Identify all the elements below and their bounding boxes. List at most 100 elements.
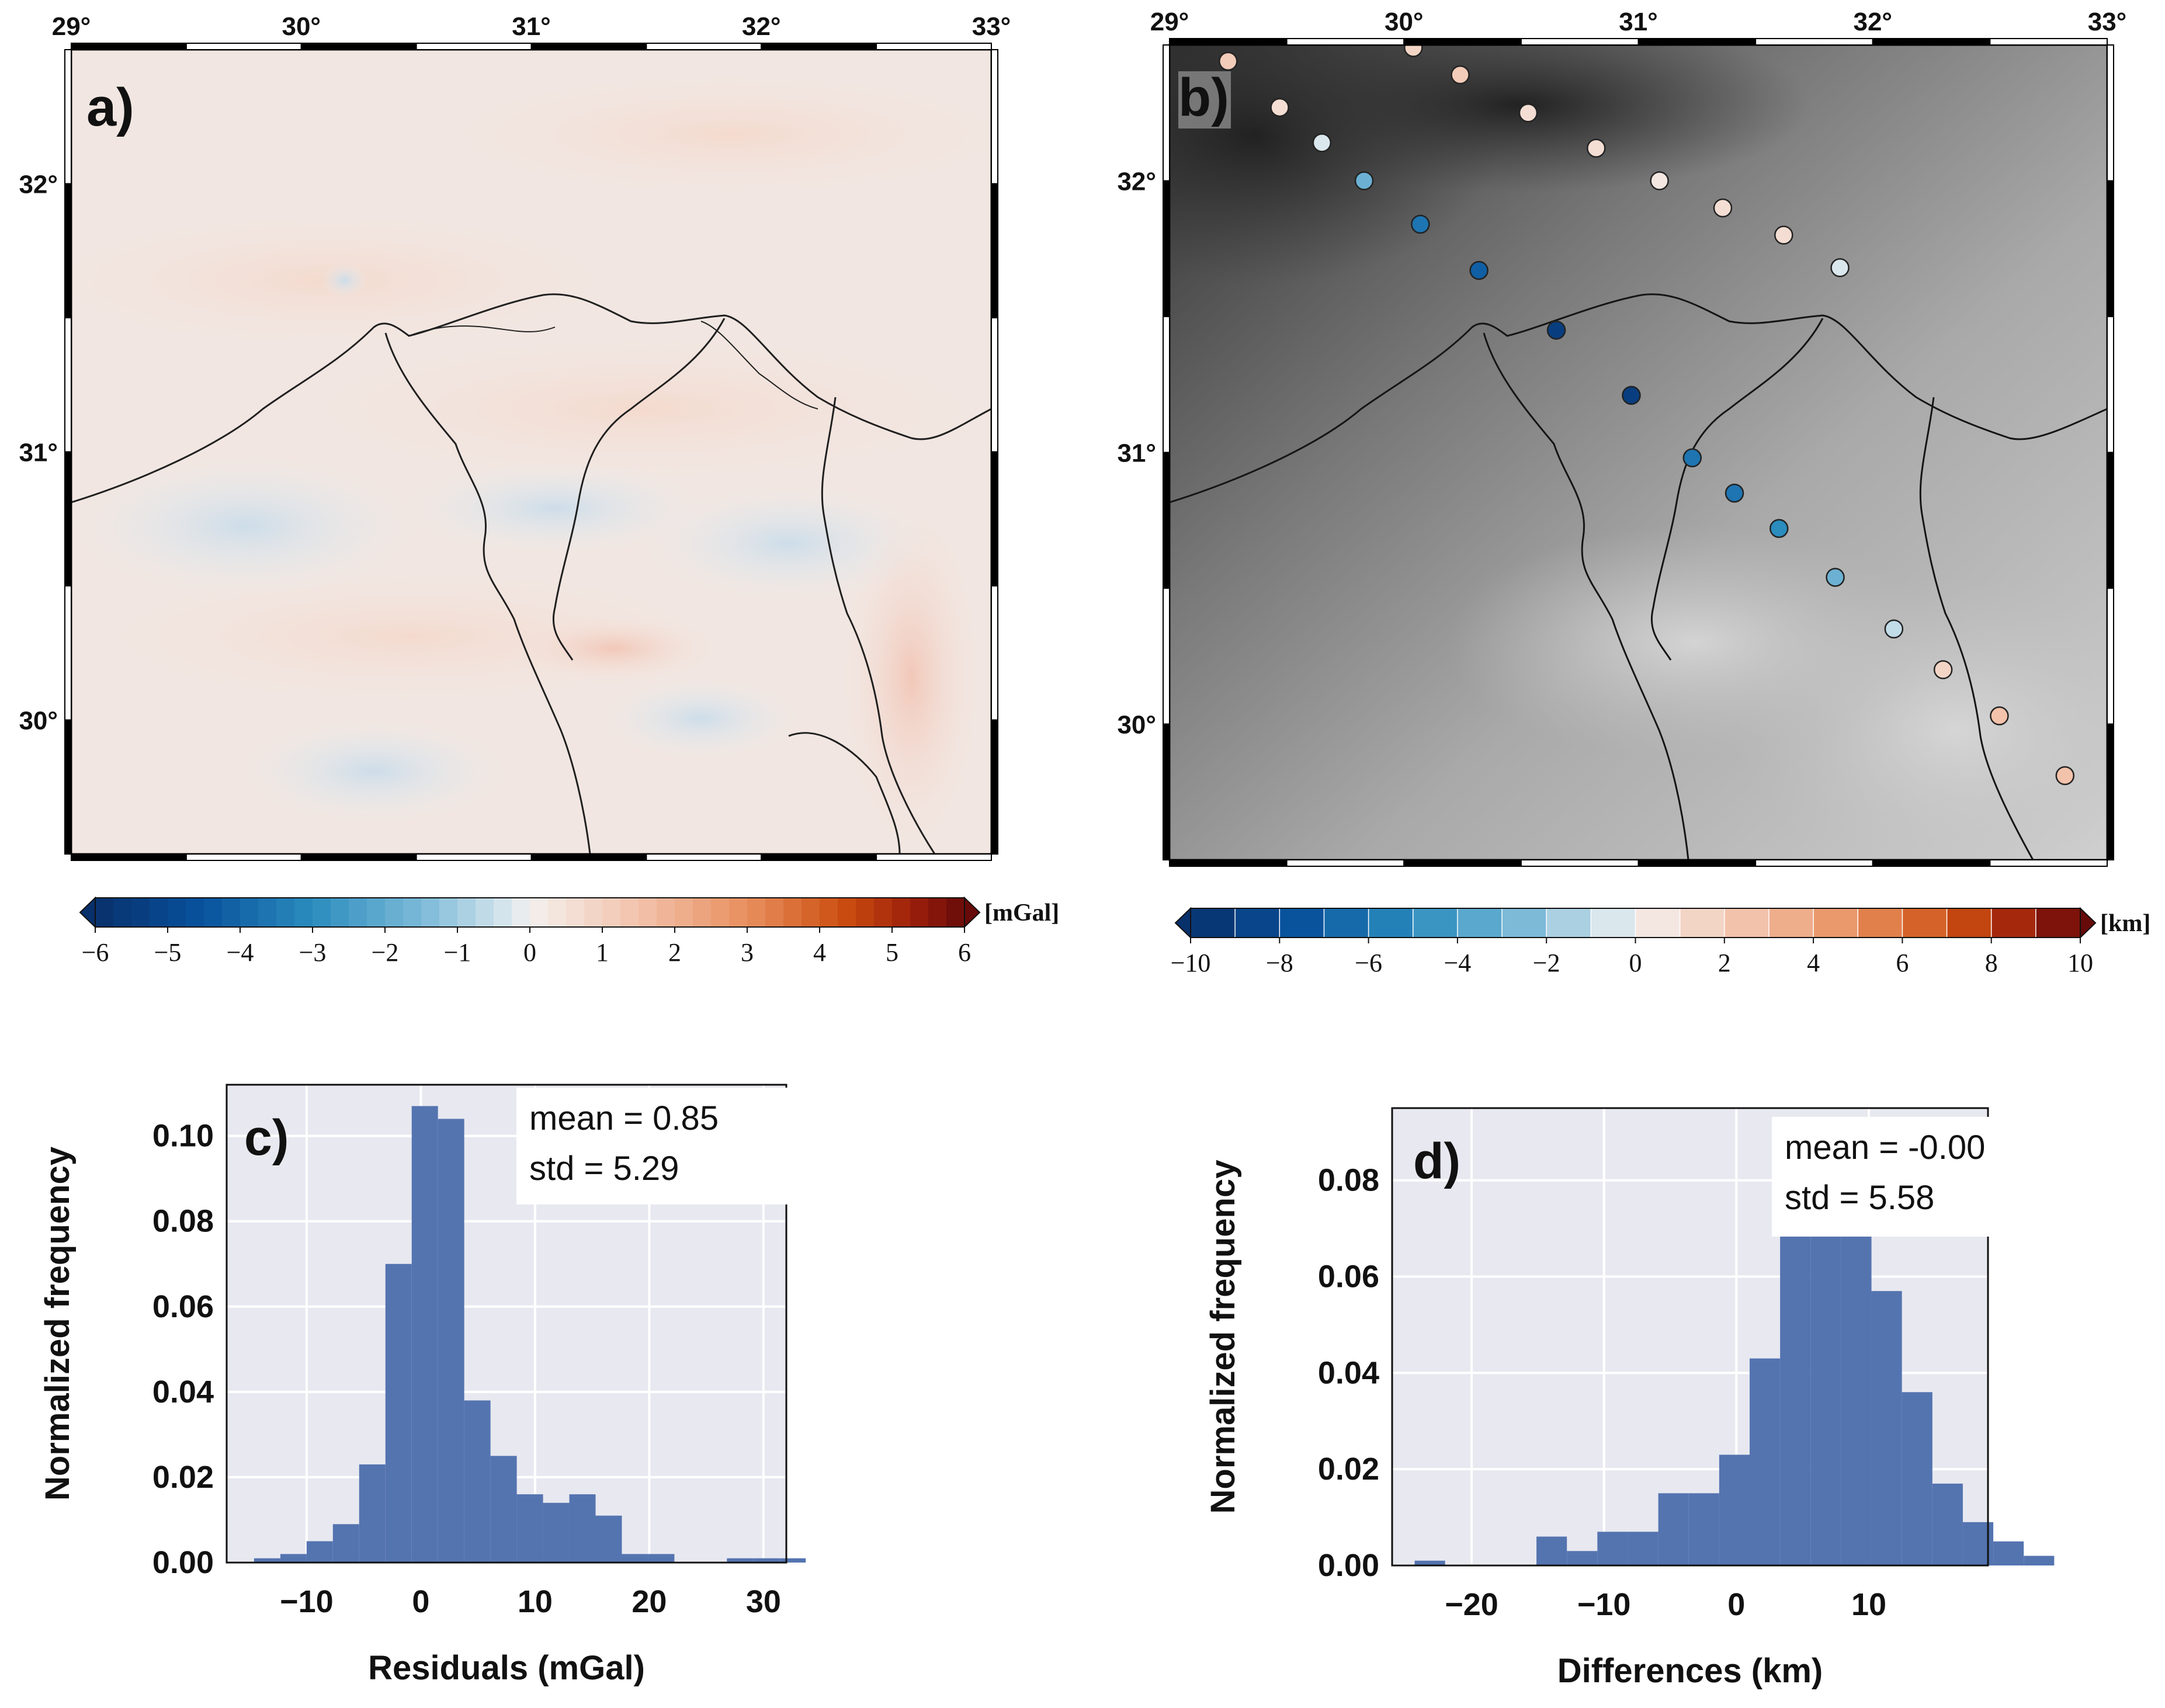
colorbar-min-arrow — [1174, 907, 1191, 939]
colorbar-cell — [150, 898, 168, 927]
station-marker — [1650, 171, 1669, 190]
colorbar-tick-label: −3 — [299, 938, 327, 967]
histogram-bar — [1658, 1493, 1689, 1565]
colorbar-tick-label: 4 — [1807, 949, 1820, 977]
station-marker — [1682, 448, 1702, 468]
station-marker — [1884, 619, 1904, 638]
colorbar-tick-label: 2 — [668, 938, 681, 967]
station-marker — [1451, 65, 1470, 85]
colorbar-cell — [1501, 908, 1548, 938]
lon-tick-label: 31° — [1619, 8, 1658, 36]
panel-a-coastline — [71, 293, 991, 854]
y-tick-label: 0.06 — [152, 1289, 214, 1324]
histogram-bar — [411, 1106, 438, 1563]
frame-right-segment — [991, 719, 998, 855]
colorbar-cell — [95, 898, 114, 927]
x-axis-label: Differences (km) — [1557, 1652, 1823, 1690]
colorbar-tick-label: −4 — [1444, 949, 1471, 977]
frame-top-segment — [1520, 38, 1639, 46]
x-tick-label: −10 — [280, 1584, 334, 1619]
colorbar-tick-label: 2 — [1718, 949, 1731, 977]
stats-std: std = 5.58 — [1785, 1179, 1934, 1217]
colorbar-tick-label: −1 — [444, 938, 471, 967]
lat-tick-label: 31° — [1117, 439, 1156, 468]
y-tick-label: 0.08 — [152, 1204, 214, 1239]
colorbar-cell — [331, 898, 349, 927]
station-marker — [1270, 98, 1289, 117]
lat-tick-label: 32° — [1117, 168, 1156, 196]
frame-bottom-segment — [300, 853, 417, 861]
station-marker — [1354, 171, 1374, 190]
colorbar-cell — [1635, 908, 1681, 938]
colorbar-tick-label: 0 — [1629, 949, 1642, 977]
frame-bottom-segment — [415, 853, 532, 861]
colorbar-tick-label: 5 — [886, 938, 898, 967]
frame-top-segment — [1169, 38, 1288, 46]
plot-border — [1391, 1107, 1989, 1567]
frame-left-segment — [1163, 180, 1170, 317]
panel-b-station-markers — [1219, 38, 2075, 786]
frame-right-segment — [2107, 723, 2114, 860]
histogram-bar — [1688, 1493, 1719, 1565]
colorbar-cell — [1279, 908, 1325, 938]
station-marker — [1774, 225, 1793, 245]
station-marker — [1770, 519, 1789, 538]
y-tick-label: 0.02 — [152, 1460, 214, 1495]
y-tick-label: 0.00 — [1318, 1548, 1379, 1583]
histogram-bar — [753, 1558, 780, 1563]
colorbar-cell — [910, 898, 929, 927]
frame-bottom-segment — [1637, 859, 1757, 867]
station-marker — [1725, 484, 1744, 503]
frame-top-segment — [876, 43, 992, 50]
frame-top-segment — [1755, 38, 1873, 46]
station-marker — [1219, 51, 1238, 71]
frame-left-segment — [1163, 588, 1170, 725]
station-marker — [1826, 568, 1845, 587]
frame-left-segment — [64, 49, 72, 185]
frame-right-segment — [2107, 180, 2114, 317]
colorbar-cell — [204, 898, 223, 927]
frame-top-segment — [1989, 38, 2108, 46]
panel-b-coastline — [1170, 293, 2107, 860]
colorbar-tick-label: −2 — [372, 938, 399, 967]
frame-right-segment — [991, 183, 998, 318]
frame-left-segment — [1163, 44, 1170, 182]
frame-top-segment — [415, 43, 532, 50]
lat-tick-label: 30° — [1117, 711, 1156, 740]
frame-top-segment — [761, 43, 877, 50]
frame-bottom-segment — [1872, 859, 1991, 867]
lon-tick-label: 32° — [1853, 8, 1892, 36]
colorbar-unit: [mGal] — [984, 900, 1059, 926]
x-tick-label: −20 — [1445, 1587, 1498, 1622]
lon-tick-label: 29° — [52, 12, 91, 41]
colorbar-max-arrow — [964, 896, 981, 929]
y-axis-label: Normalized frequency — [1204, 1160, 1242, 1514]
colorbar-cell — [639, 898, 657, 927]
x-tick-label: 0 — [412, 1584, 429, 1619]
histogram-bar — [569, 1494, 596, 1563]
colorbar-cell — [1902, 908, 1948, 938]
colorbar-tick-label: 3 — [741, 938, 754, 967]
histogram-bar — [1628, 1532, 1659, 1565]
stats-mean: mean = 0.85 — [529, 1099, 719, 1137]
histogram-bar — [359, 1464, 386, 1563]
histogram-bar — [622, 1554, 648, 1563]
histogram-bar — [779, 1558, 806, 1563]
x-tick-label: 30 — [746, 1584, 781, 1619]
colorbar-cell — [693, 898, 712, 927]
colorbar-cell — [802, 898, 820, 927]
frame-bottom-segment — [1286, 859, 1405, 867]
panel-a-colorbar: −6 −5 −4 −3 −2 −1 0 1 2 3 4 5 6 [mGal] — [79, 896, 1059, 967]
lon-tick-label: 32° — [742, 12, 781, 41]
x-tick-label: −10 — [1577, 1587, 1631, 1622]
colorbar-min-arrow — [79, 896, 96, 929]
histogram-bar — [490, 1456, 517, 1563]
histogram-bar — [280, 1554, 307, 1563]
lon-tick-label: 33° — [2088, 8, 2127, 36]
frame-bottom-segment — [71, 853, 187, 861]
colorbar-cell — [747, 898, 766, 927]
colorbar-cell — [1413, 908, 1459, 938]
frame-left-segment — [64, 451, 72, 586]
frame-bottom-segment — [761, 853, 877, 861]
plot-border — [225, 1084, 787, 1564]
